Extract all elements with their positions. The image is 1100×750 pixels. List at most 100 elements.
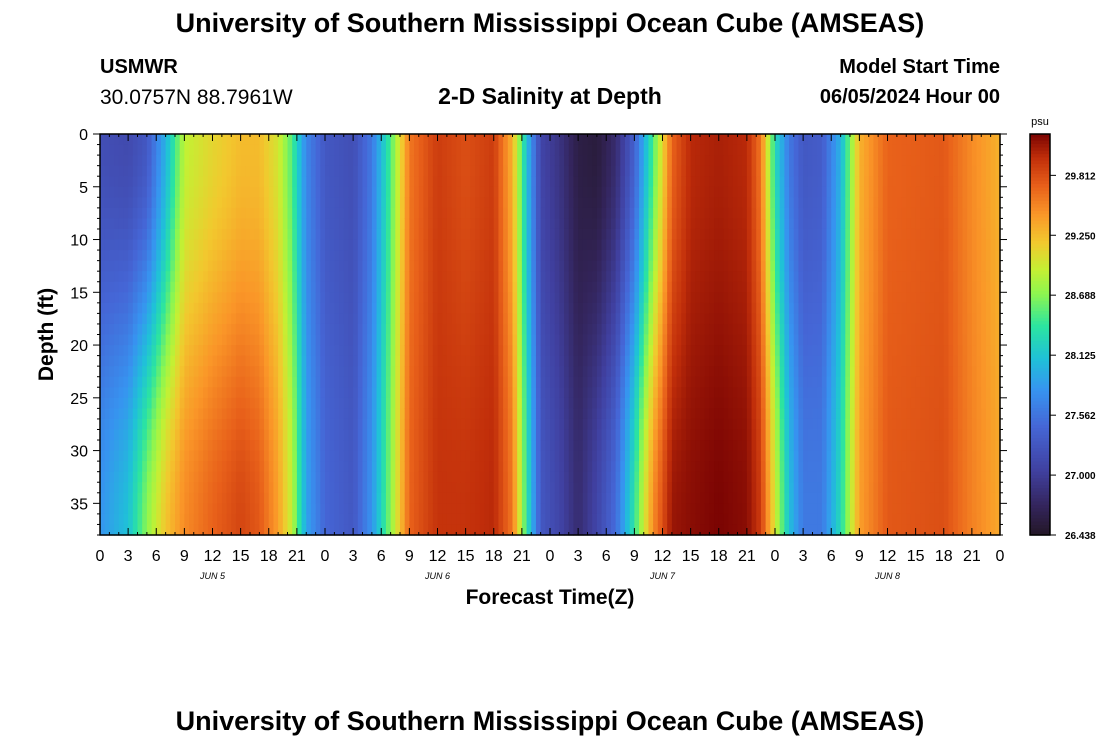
heatmap-cell [217,450,223,462]
heatmap-cell [573,429,579,441]
heatmap-cell [128,260,134,272]
heatmap-cell [409,313,415,325]
heatmap-cell [357,292,364,304]
heatmap-cell [587,260,593,272]
heatmap-cell [648,461,654,473]
heatmap-cell [132,513,139,526]
heatmap-cell [700,376,706,388]
heatmap-cell [695,418,701,431]
heatmap-cell [503,482,509,494]
heatmap-cell [151,176,157,188]
heatmap-cell [226,302,232,314]
heatmap-cell [629,345,635,357]
heatmap-cell [212,376,218,388]
heatmap-cell [475,524,481,536]
heatmap-cell [367,228,373,241]
heatmap-cell [714,207,720,220]
heatmap-cell [423,440,429,452]
heatmap-cell [554,292,560,304]
heatmap-cell [414,376,420,388]
heatmap-cell [409,292,415,304]
heatmap-cell [226,513,232,526]
heatmap-cell [714,260,720,272]
heatmap-cell [493,313,500,325]
heatmap-cell [329,450,335,462]
heatmap-cell [118,165,125,177]
heatmap-cell [690,471,696,483]
heatmap-cell [128,186,134,198]
heatmap-cell [207,134,214,146]
heatmap-cell [432,397,439,409]
heatmap-cell [404,260,410,272]
heatmap-cell [465,207,471,220]
heatmap-cell [329,271,335,283]
heatmap-cell [151,271,157,283]
heatmap-cell [118,239,125,251]
heatmap-cell [175,482,181,494]
heatmap-cell [451,271,457,283]
heatmap-cell [310,345,317,357]
heatmap-cell [573,334,579,346]
heatmap-cell [212,292,218,304]
heatmap-cell [189,155,195,167]
heatmap-cell [446,292,453,304]
heatmap-cell [629,218,635,230]
heatmap-cell [517,408,523,420]
heatmap-cell [123,218,129,230]
heatmap-cell [400,387,406,399]
heatmap-cell [343,271,350,283]
heatmap-cell [671,440,678,452]
heatmap-cell [217,471,223,483]
heatmap-cell [554,397,560,409]
heatmap-cell [681,513,687,526]
heatmap-cell [353,366,359,378]
heatmap-cell [320,186,326,198]
heatmap-cell [184,250,190,262]
heatmap-cell [606,218,612,230]
heatmap-cell [451,418,457,431]
heatmap-cell [432,503,439,515]
heatmap-cell [245,345,251,357]
heatmap-cell [371,397,378,409]
heatmap-cell [512,197,518,209]
heatmap-cell [531,461,537,473]
heatmap-cell [400,292,406,304]
heatmap-cell [596,376,603,388]
heatmap-cell [573,461,579,473]
heatmap-cell [114,366,120,378]
heatmap-cell [423,418,429,431]
heatmap-cell [114,281,120,293]
heatmap-cell [475,503,481,515]
heatmap-cell [170,482,176,494]
heatmap-cell [592,250,598,262]
heatmap-cell [217,461,223,473]
heatmap-cell [385,260,392,272]
heatmap-cell [643,302,650,314]
heatmap-cell [517,471,523,483]
heatmap-cell [292,228,298,241]
heatmap-cell [484,355,490,367]
heatmap-cell [400,334,406,346]
heatmap-cell [512,418,518,431]
heatmap-cell [456,429,462,441]
heatmap-cell [657,418,664,431]
heatmap-cell [292,513,298,526]
heatmap-cell [339,334,345,346]
heatmap-cell [381,482,387,494]
heatmap-cell [559,492,565,504]
heatmap-cell [198,440,204,452]
heatmap-cell [432,250,439,262]
heatmap-cell [193,461,200,473]
heatmap-cell [432,313,439,325]
heatmap-cell [517,461,523,473]
heatmap-cell [221,376,228,388]
heatmap-cell [503,176,509,188]
heatmap-cell [629,302,635,314]
heatmap-cell [146,440,153,452]
heatmap-cell [245,239,251,251]
heatmap-cell [235,292,242,304]
heatmap-cell [301,134,307,146]
heatmap-cell [151,302,157,314]
heatmap-cell [676,218,682,230]
heatmap-cell [287,440,293,452]
